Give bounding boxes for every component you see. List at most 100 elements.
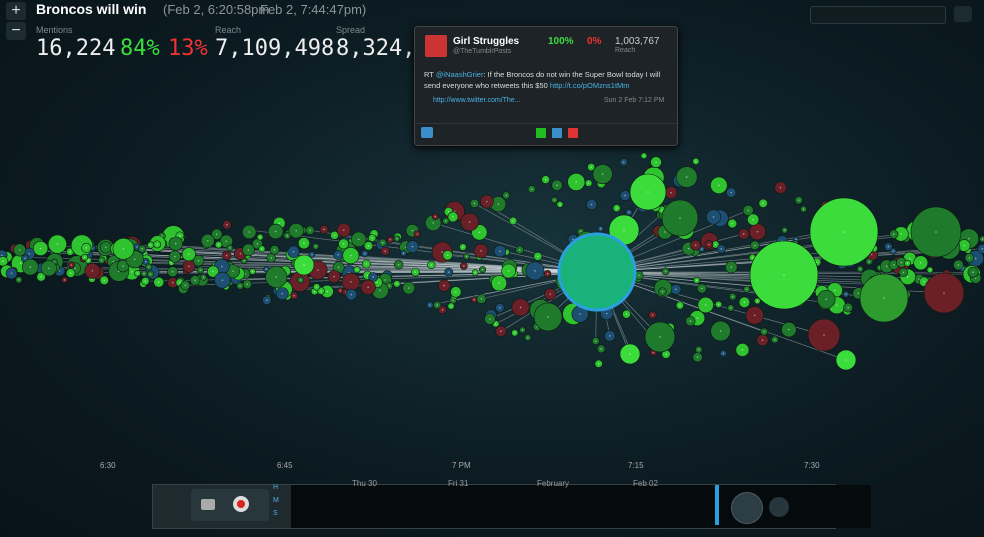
bubble-dot (902, 271, 905, 274)
mention[interactable]: @iNaashGrier (435, 70, 484, 79)
bubble-dot (974, 277, 977, 279)
bubble-dot (719, 330, 722, 332)
bubble-dot (48, 267, 50, 270)
bubble-dot (481, 268, 484, 271)
bubble-dot (743, 301, 746, 304)
bubble-dot (446, 254, 449, 257)
bubble-dot (436, 304, 438, 306)
bubble-dot (221, 279, 224, 281)
bubble-dot (756, 230, 759, 233)
negative-button[interactable] (568, 128, 578, 138)
bubble-dot (659, 336, 661, 338)
bubble-dot (696, 356, 699, 358)
divider (415, 123, 677, 124)
bubble-dot (473, 202, 476, 205)
bubble-dot (700, 248, 703, 250)
bubble-dot (544, 178, 547, 181)
bubble-dot (455, 291, 457, 293)
bubble-dot (499, 306, 501, 309)
bubble-dot (908, 257, 911, 260)
bubble-dot (730, 266, 733, 268)
skip-button[interactable] (769, 497, 789, 517)
bubble-dot (474, 271, 476, 274)
bubble-dot (505, 194, 508, 197)
bubble-dot (929, 269, 931, 271)
bubble-dot (779, 186, 782, 189)
bubble-dot (664, 270, 667, 273)
bubble-dot (170, 261, 173, 264)
bubble-dot (452, 299, 454, 302)
bubble-dot (547, 316, 549, 318)
bubble-dot (512, 220, 514, 222)
connection (596, 271, 892, 286)
zoom-in[interactable]: + (6, 2, 26, 20)
bubble-dot (174, 255, 176, 258)
bubble (979, 235, 984, 243)
bubble-dot (704, 304, 707, 306)
bubble-dot (103, 279, 106, 282)
twitter-button[interactable] (421, 127, 433, 138)
bubble-dot (906, 262, 909, 265)
tweet-link[interactable]: http://www.twitter.com/The... (433, 97, 521, 104)
bubble-dot (478, 231, 481, 234)
bubble-dot (69, 250, 71, 253)
bubble-dot (597, 362, 600, 365)
timeline-label: Feb 02 (633, 479, 658, 488)
bubble-dot (143, 272, 145, 275)
bubble-dot (299, 279, 302, 281)
zoom-out[interactable]: − (6, 22, 26, 40)
bubble-dot (530, 188, 533, 190)
bubble-dot (638, 274, 640, 277)
bubble-dot (974, 257, 977, 260)
label: Spread (336, 25, 366, 35)
bubble-dot (643, 154, 645, 157)
bubble-dot (278, 222, 281, 224)
time-axis-label: 6:45 (277, 461, 293, 470)
time-unit: M (273, 497, 279, 504)
connection (596, 271, 847, 361)
bubble-dot (788, 328, 790, 331)
bubble-dot (28, 252, 31, 255)
bubble-dot (188, 265, 190, 268)
bubble-dot (661, 209, 663, 211)
bubble-dot (499, 250, 501, 253)
bubble-dot (868, 260, 870, 263)
bubble-dot (416, 233, 419, 235)
playhead[interactable] (715, 485, 719, 525)
bubble-dot (194, 279, 196, 282)
tweet-reach: 1,003,767 (615, 36, 660, 47)
bubble-dot (339, 289, 342, 292)
bubble-dot (761, 339, 764, 342)
bubble-dot (441, 309, 444, 311)
positive-button[interactable] (536, 128, 546, 138)
bubble-dot (981, 238, 984, 240)
range-start: (Feb 2, 6:20:58pm (163, 2, 270, 17)
bubble-dot (1, 254, 3, 257)
bubble-dot (473, 298, 476, 301)
bubble-dot (74, 267, 76, 270)
bubble-dot (206, 239, 209, 242)
bubble-dot (452, 216, 454, 218)
bubble-dot (685, 176, 688, 178)
bubble-dot (701, 287, 703, 290)
bubble-dot (906, 275, 909, 278)
bubble-dot (315, 286, 318, 288)
fullscreen[interactable] (954, 6, 972, 22)
bubble-dot (521, 329, 524, 331)
bubble-dot (534, 270, 536, 272)
record-button[interactable] (233, 496, 249, 512)
camera-button[interactable] (201, 499, 215, 510)
bubble-dot (836, 304, 838, 307)
bubble-dot (141, 247, 143, 250)
neutral-button[interactable] (552, 128, 562, 138)
bubble-dot (342, 243, 345, 245)
pause-button[interactable] (731, 492, 763, 524)
bubble-dot (753, 314, 756, 317)
link[interactable]: http://t.co/pOMzns1tMm (549, 81, 630, 90)
bubble-dot (600, 348, 602, 350)
tweet-name: Girl Struggles (453, 36, 520, 47)
search[interactable] (810, 6, 946, 24)
bubble-dot (664, 231, 666, 233)
bubble-dot (886, 265, 888, 268)
bubble-dot (587, 182, 590, 184)
